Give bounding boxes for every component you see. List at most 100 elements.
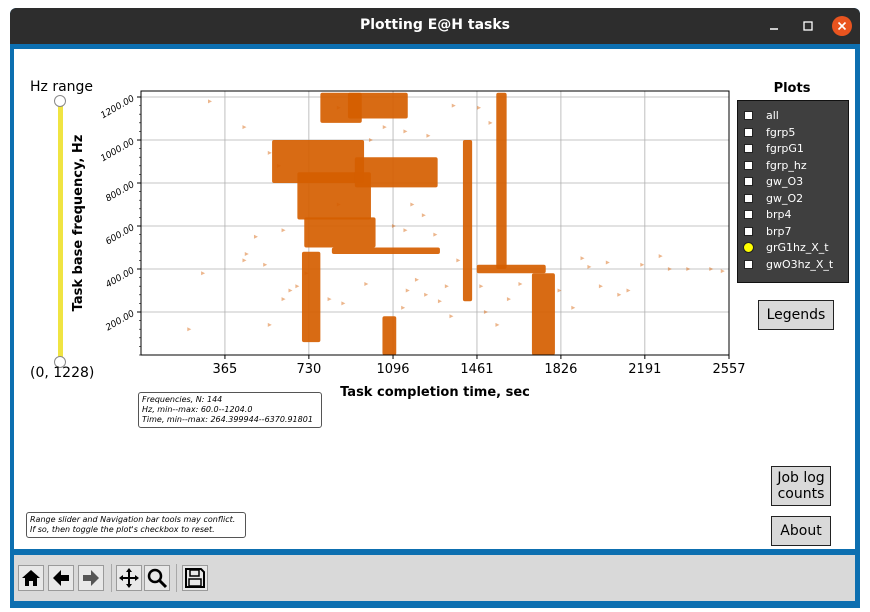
- data-point: [720, 269, 725, 274]
- checkbox[interactable]: [744, 144, 753, 153]
- x-tick-label: 2191: [628, 362, 661, 377]
- plots-checkbox-panel: all fgrp5 fgrpG1 fgrp_hz gw_O3 gw_O2 brp4 brp7 g…: [737, 100, 849, 283]
- job-log-counts-button[interactable]: Job log counts: [771, 466, 831, 506]
- figure-canvas[interactable]: Hz range (0, 1228) 365 730 1096 1461 1826 219…: [14, 49, 855, 549]
- minimize-icon: [770, 28, 778, 30]
- close-button[interactable]: [832, 16, 852, 36]
- app-window: Plotting E@H tasks Hz range (0, 1228) 36…: [10, 8, 860, 608]
- job-log-label-line1: Job log: [777, 470, 825, 486]
- window-title: Plotting E@H tasks: [360, 17, 510, 33]
- data-point: [267, 150, 272, 155]
- maximize-button[interactable]: [799, 17, 817, 35]
- data-point: [495, 322, 500, 327]
- data-point: [640, 262, 645, 267]
- plots-title: Plots: [773, 81, 811, 96]
- data-point: [571, 305, 576, 310]
- forward-arrow-icon: [83, 570, 99, 586]
- home-button[interactable]: [18, 565, 44, 591]
- slider-track: [58, 100, 63, 362]
- legends-button[interactable]: Legends: [758, 300, 834, 330]
- checkbox[interactable]: [744, 160, 753, 170]
- stats-box: Frequencies, N: 144 Hz, min--max: 60.0--…: [138, 392, 322, 428]
- checkbox[interactable]: [744, 259, 753, 269]
- data-point: [598, 284, 603, 289]
- hz-range-slider[interactable]: [54, 95, 68, 368]
- data-point: [426, 133, 431, 138]
- plot-toggle-label: gw_O3: [766, 175, 804, 188]
- plot-toggle-label: fgrp_hz: [766, 158, 807, 172]
- navigation-toolbar: [14, 555, 855, 601]
- checkbox[interactable]: [744, 210, 753, 219]
- data-point: [658, 254, 663, 259]
- slider-handle-top[interactable]: [54, 95, 66, 107]
- x-axis-label: Task completion time, sec: [340, 385, 530, 400]
- about-button[interactable]: About: [771, 516, 831, 546]
- data-point: [451, 103, 456, 108]
- plot-toggle-9[interactable]: gwO3hz_X_t: [744, 257, 844, 273]
- data-point: [437, 299, 442, 304]
- toolbar-separator: [176, 564, 177, 592]
- checkbox[interactable]: [744, 226, 753, 236]
- note-line-1: Range slider and Navigation bar tools ma…: [30, 515, 236, 524]
- minimize-button[interactable]: [765, 17, 783, 35]
- scatter-chart[interactable]: 365 730 1096 1461 1826 2191 2557 200.00 400.00 60…: [14, 49, 855, 409]
- y-tick-label: 200.00: [104, 309, 137, 334]
- y-tick-label: 1000.00: [99, 137, 136, 164]
- data-point: [488, 120, 493, 125]
- conflict-note: Range slider and Navigation bar tools ma…: [26, 512, 246, 538]
- data-point: [242, 258, 247, 263]
- plot-toggle-6[interactable]: brp4: [744, 207, 844, 223]
- close-icon: [837, 21, 847, 31]
- home-icon: [22, 570, 40, 586]
- data-point: [304, 271, 309, 276]
- y-axis-label: Task base frequency, Hz: [71, 135, 86, 312]
- checkbox[interactable]: [744, 127, 753, 137]
- plot-toggle-5[interactable]: gw_O2: [744, 191, 844, 207]
- data-point: [244, 251, 249, 256]
- dense-point-cluster: [462, 140, 473, 302]
- x-tick-label: 1096: [376, 362, 409, 377]
- slider-handle-bottom[interactable]: [54, 356, 66, 368]
- plot-toggle-3[interactable]: fgrp_hz: [744, 158, 844, 174]
- data-point: [479, 284, 484, 289]
- dense-point-cluster: [301, 251, 321, 343]
- plot-toggle-2[interactable]: fgrpG1: [744, 141, 844, 157]
- zoom-button[interactable]: [144, 565, 170, 591]
- plot-toggle-label: fgrpG1: [766, 142, 804, 155]
- y-tick-label: 600.00: [104, 223, 137, 248]
- checkbox[interactable]: [743, 242, 754, 253]
- checkbox[interactable]: [744, 177, 753, 186]
- data-point: [401, 305, 406, 310]
- data-point: [686, 267, 691, 272]
- save-button[interactable]: [182, 565, 208, 591]
- pan-icon: [119, 568, 139, 588]
- data-point: [626, 288, 631, 293]
- plot-toggle-7[interactable]: brp7: [744, 224, 844, 240]
- data-point: [617, 292, 622, 297]
- back-button[interactable]: [48, 565, 74, 591]
- data-point: [483, 310, 488, 315]
- note-line-2: If so, then toggle the plot's checkbox t…: [30, 525, 215, 534]
- data-point: [242, 125, 247, 130]
- y-tick-label: 400.00: [104, 266, 137, 291]
- y-tick-label: 1200.00: [99, 94, 136, 121]
- dense-point-cluster: [496, 92, 507, 270]
- plot-toggle-8[interactable]: grG1hz_X_t: [743, 240, 844, 256]
- data-point: [709, 267, 714, 272]
- data-point: [207, 99, 212, 104]
- title-bar: Plotting E@H tasks: [10, 8, 860, 44]
- plot-frame: [140, 90, 730, 356]
- job-log-label-line2: counts: [777, 486, 825, 502]
- toolbar-separator: [111, 564, 112, 592]
- forward-button[interactable]: [78, 565, 104, 591]
- data-point: [187, 327, 192, 332]
- plot-toggle-1[interactable]: fgrp5: [744, 125, 844, 141]
- checkbox[interactable]: [744, 111, 753, 120]
- checkbox[interactable]: [744, 193, 753, 203]
- pan-button[interactable]: [116, 565, 142, 591]
- data-point: [281, 297, 286, 302]
- plot-toggle-0[interactable]: all: [744, 108, 844, 124]
- data-point: [605, 260, 610, 265]
- plot-toggle-4[interactable]: gw_O3: [744, 174, 844, 190]
- data-point: [449, 314, 454, 319]
